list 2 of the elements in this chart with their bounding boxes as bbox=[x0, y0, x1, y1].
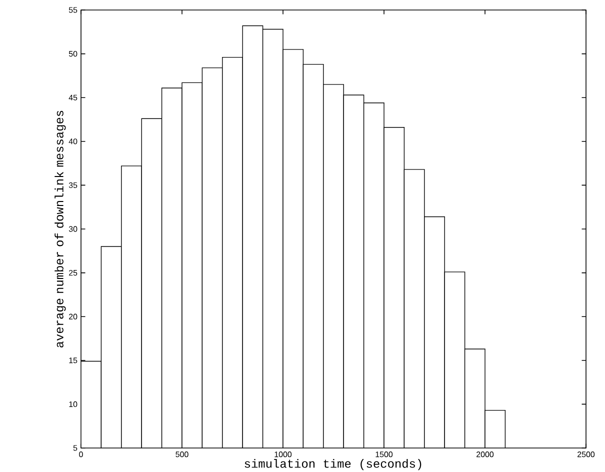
y-axis-title: average number of downlink messages bbox=[54, 110, 66, 348]
x-axis-title: simulation time (seconds) bbox=[244, 459, 422, 470]
